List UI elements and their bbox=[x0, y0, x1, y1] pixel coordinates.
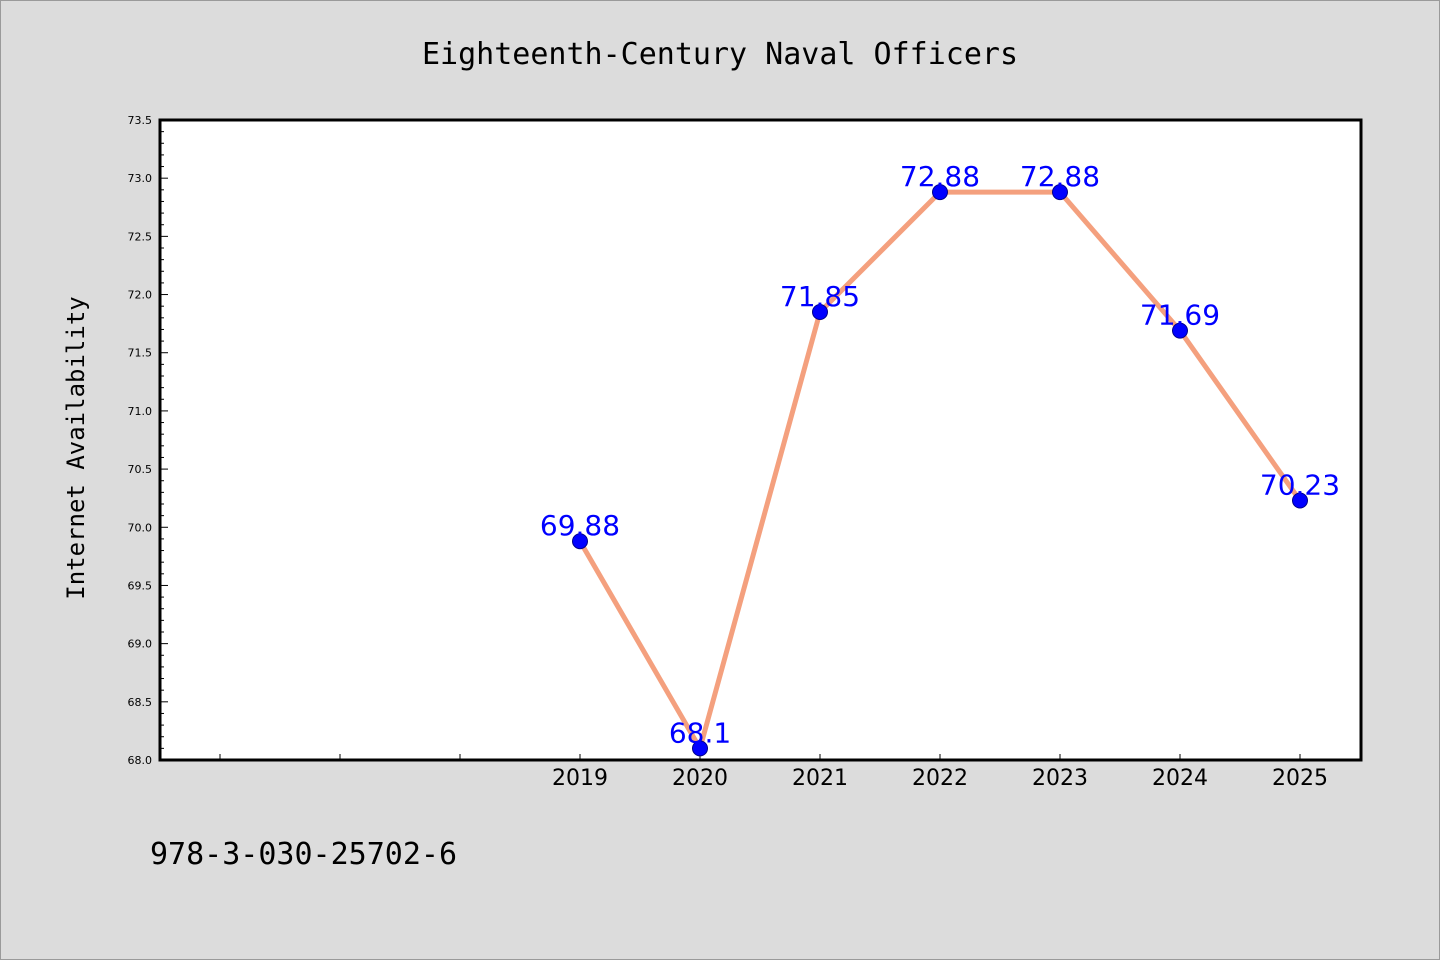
x-tick-label: 2019 bbox=[552, 766, 608, 791]
x-tick-label: 2023 bbox=[1032, 766, 1088, 791]
isbn-footer: 978-3-030-25702-6 bbox=[150, 837, 457, 872]
data-point bbox=[1292, 492, 1308, 509]
data-point bbox=[1052, 184, 1068, 201]
data-point bbox=[932, 184, 948, 201]
y-tick-label: 71.5 bbox=[128, 347, 153, 360]
data-point bbox=[1172, 322, 1188, 339]
y-tick-label: 70.0 bbox=[128, 521, 153, 534]
data-points bbox=[572, 184, 1308, 757]
plot-area bbox=[158, 118, 1363, 762]
y-tick-label: 72.0 bbox=[128, 289, 153, 302]
data-label: 69.88 bbox=[540, 509, 620, 542]
x-tick-label: 2024 bbox=[1152, 766, 1208, 791]
y-tick-label: 69.0 bbox=[128, 638, 153, 651]
data-label: 72.88 bbox=[1020, 160, 1100, 193]
y-tick-label: 71.0 bbox=[128, 405, 153, 418]
data-label: 70.23 bbox=[1260, 469, 1340, 502]
y-tick-label: 70.5 bbox=[128, 463, 153, 476]
data-label: 71.69 bbox=[1140, 299, 1220, 332]
y-tick-label: 68.0 bbox=[128, 754, 153, 767]
y-axis: 68.0 68.5 69.0 69.5 70.0 70.5 71.0 71.5 72.0 72.5… bbox=[128, 114, 168, 767]
data-point bbox=[692, 740, 708, 757]
data-label: 68.1 bbox=[669, 716, 731, 749]
y-tick-label: 73.5 bbox=[128, 114, 153, 127]
x-tick-label: 2021 bbox=[792, 766, 848, 791]
y-tick-label: 72.5 bbox=[128, 230, 153, 243]
chart-title: Eighteenth-Century Naval Officers bbox=[422, 37, 1018, 72]
data-label: 72.88 bbox=[900, 160, 980, 193]
x-tick-label: 2025 bbox=[1272, 766, 1328, 791]
y-tick-label: 69.5 bbox=[128, 579, 153, 592]
y-axis-label: Internet Availability bbox=[62, 296, 90, 599]
data-point bbox=[572, 533, 588, 550]
data-label: 71.85 bbox=[780, 280, 860, 313]
y-tick-label: 68.5 bbox=[128, 696, 153, 709]
y-tick-label: 73.0 bbox=[128, 172, 153, 185]
data-point bbox=[812, 304, 828, 320]
data-labels: 69.88 68.1 71.85 72.88 72.88 71.69 70.23 bbox=[540, 160, 1340, 749]
x-tick-label: 2022 bbox=[912, 766, 968, 791]
x-tick-label: 2020 bbox=[672, 766, 728, 791]
x-axis: 2019 2020 2021 2022 2023 2024 2025 bbox=[219, 754, 1328, 791]
